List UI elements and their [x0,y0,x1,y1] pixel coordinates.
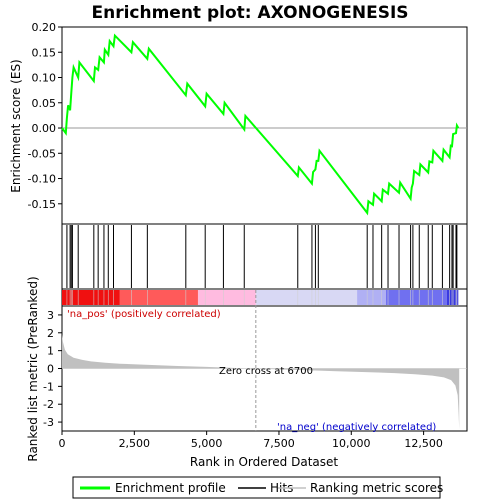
es-y-tick-label: -0.10 [28,173,56,186]
es-y-tick-label: 0.20 [32,21,57,34]
metric-y-tick-label: 0 [47,363,54,376]
metric-y-tick-label: 2 [47,327,54,340]
es-y-axis: 0.20 0.15 0.10 0.05 0.00 -0.05 -0.10 -0.15 [28,21,62,211]
x-tick-label: 7,500 [263,437,295,450]
es-y-axis-label: Enrichment score (ES) [9,59,23,192]
metric-y-axis-label: Ranked list metric (PreRanked) [26,276,40,461]
color-bar-segment [198,290,256,305]
hits-panel-frame [62,224,467,289]
color-bar-segment [62,290,120,305]
legend-enrichment-label: Enrichment profile [115,481,226,495]
es-y-tick-label: 0.15 [32,46,57,59]
legend-metric-label: Ranking metric scores [310,481,443,495]
es-y-tick-label: -0.15 [28,198,56,211]
metric-y-tick-label: -1 [43,380,54,393]
metric-y-tick-label: 1 [47,345,54,358]
metric-y-axis: 3 2 1 0 -1 -2 -3 [43,309,62,429]
metric-y-tick-label: -3 [43,416,54,429]
es-panel-frame [62,27,467,224]
positive-correlation-label: 'na_pos' (positively correlated) [67,309,221,320]
x-tick-label: 5,000 [191,437,223,450]
es-y-tick-label: 0.05 [32,97,57,110]
negative-correlation-label: 'na_neg' (negatively correlated) [277,422,436,433]
color-bar-segment [386,290,447,305]
x-axis: 0 2,500 5,000 7,500 10,000 12,500 [59,431,443,450]
zero-cross-label: Zero cross at 6700 [219,366,313,377]
x-axis-label: Rank in Ordered Dataset [190,455,338,469]
x-tick-label: 12,500 [404,437,443,450]
metric-y-tick-label: 3 [47,309,54,322]
x-tick-label: 10,000 [332,437,371,450]
rank-color-bar [62,290,458,305]
es-y-tick-label: 0.00 [32,122,57,135]
metric-y-tick-label: -2 [43,398,54,411]
es-y-tick-label: -0.05 [28,147,56,160]
x-tick-label: 0 [59,437,66,450]
es-y-tick-label: 0.10 [32,72,57,85]
x-tick-label: 2,500 [119,437,151,450]
color-bar-segment [256,290,357,305]
chart-title: Enrichment plot: AXONOGENESIS [91,3,408,23]
